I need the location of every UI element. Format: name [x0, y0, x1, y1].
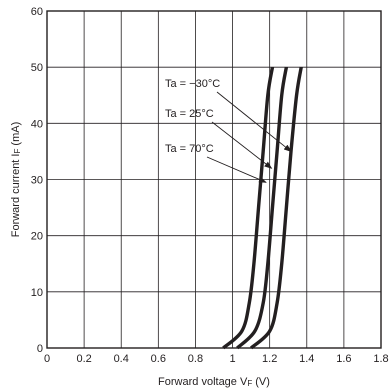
x-tick-label: 1	[229, 353, 235, 365]
x-tick-label: 1.8	[373, 353, 388, 365]
series-annotation-label: Ta = −30°C	[165, 78, 220, 90]
plot-frame	[46, 10, 382, 349]
x-axis-label: Forward voltage VF (V)	[158, 376, 270, 388]
x-tick-label: 1.6	[336, 353, 351, 365]
y-tick-label: 50	[31, 62, 43, 74]
series-line	[236, 66, 289, 350]
y-tick-label: 10	[31, 287, 43, 299]
annotation-arrow	[211, 121, 273, 169]
grid-lines	[47, 11, 381, 348]
y-tick-label: 0	[37, 343, 43, 355]
x-tick-label: 0.2	[76, 353, 91, 365]
series-line	[222, 66, 275, 350]
y-axis-label: Forward current IF (mA)	[10, 122, 22, 238]
y-tick-label: 40	[31, 118, 43, 130]
annotation-arrow	[206, 156, 267, 183]
x-tick-label: 0.4	[114, 353, 129, 365]
x-tick-label: 1.2	[262, 353, 277, 365]
x-tick-labels: 0 0.2 0.4 0.6 0.8 1 1.2 1.4 1.6 1.8	[44, 353, 389, 365]
x-tick-label: 0	[44, 353, 50, 365]
series-annotation-label: Ta = 25°C	[165, 108, 214, 120]
series-annotation-label: Ta = 70°C	[165, 143, 214, 155]
x-tick-label: 0.8	[188, 353, 203, 365]
x-tick-label: 0.6	[151, 353, 166, 365]
y-tick-labels: 0 10 20 30 40 50 60	[31, 6, 43, 355]
y-tick-label: 20	[31, 231, 43, 243]
y-tick-label: 30	[31, 175, 43, 187]
x-tick-label: 1.4	[299, 353, 314, 365]
annotations-group: Ta = −30°C Ta = 25°C Ta = 70°C	[165, 78, 292, 183]
annotation-arrow	[216, 91, 292, 153]
series-line	[249, 66, 303, 350]
y-tick-label: 60	[31, 6, 43, 18]
series-group	[222, 66, 303, 350]
